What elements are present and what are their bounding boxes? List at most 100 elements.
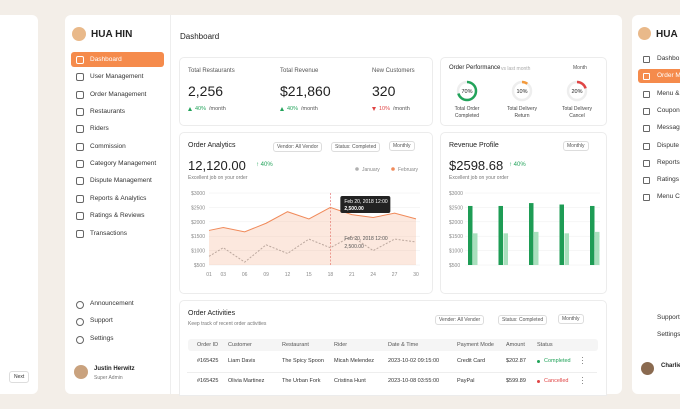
menu-item[interactable]: Announcement	[90, 300, 134, 307]
period-filter[interactable]: Monthly	[558, 314, 584, 324]
menu-item[interactable]: Ratings	[657, 176, 680, 184]
bar	[498, 205, 503, 265]
menu-item[interactable]: Reports	[657, 158, 680, 166]
menu-item[interactable]: User Management	[90, 73, 144, 81]
change-value: 40%	[260, 162, 273, 168]
column-header: Rider	[334, 342, 348, 348]
menu-item[interactable]: Commission	[90, 142, 126, 150]
y-tick-label: $2500	[191, 205, 205, 211]
menu-icon	[643, 56, 650, 63]
menu-item[interactable]: Menu C	[657, 193, 680, 201]
column-header: Date & Time	[388, 342, 419, 348]
status-dot	[537, 360, 540, 363]
bar	[473, 233, 478, 265]
line	[208, 235, 417, 263]
gauge-caption: Completed	[455, 113, 479, 119]
column-header: Customer	[228, 342, 252, 348]
page-title: Dashboard	[180, 32, 220, 41]
gauge-arc	[566, 80, 588, 102]
cell: $202.87	[506, 358, 526, 364]
menu-icon	[76, 301, 84, 309]
logo	[72, 27, 86, 41]
stat-arrow	[280, 107, 284, 111]
sidebar-divider	[170, 15, 171, 394]
bar	[503, 233, 508, 265]
x-tick-label: 09	[263, 272, 269, 278]
menu-item[interactable]: Settings	[90, 334, 114, 342]
x-tick-label: 30	[413, 272, 419, 278]
vendor-filter[interactable]: Vender: All Vender	[435, 315, 485, 325]
y-tick-label: $1000	[191, 249, 205, 255]
menu-item[interactable]: Coupon	[657, 106, 680, 114]
legend-dot	[355, 167, 359, 171]
stats-card	[179, 57, 433, 126]
period-filter[interactable]: Monthly	[563, 141, 589, 151]
status: Cancelled	[544, 378, 569, 384]
gauge-label: 20%	[571, 89, 582, 95]
bar	[534, 231, 539, 265]
stat-value: $21,860	[280, 83, 331, 99]
gauge-caption: Total Delivery	[562, 106, 593, 112]
stat-arrow	[372, 107, 376, 111]
bar	[590, 205, 595, 265]
x-tick-label: 18	[328, 272, 334, 278]
menu-icon	[643, 142, 650, 150]
menu-item[interactable]: Ratings & Reviews	[90, 212, 145, 220]
menu-item[interactable]: Messag	[657, 124, 680, 132]
menu-item[interactable]: Dashbo	[657, 55, 680, 62]
tooltip-date: Feb 20, 2018 12:00	[344, 199, 388, 205]
order-performance-card: Order Performance vs last month Month	[440, 57, 607, 126]
bar	[559, 204, 564, 265]
card-title: Order Analytics	[188, 142, 236, 149]
y-tick-label: $3000	[191, 191, 205, 197]
menu-item[interactable]: Support	[657, 314, 680, 321]
menu-icon	[76, 160, 84, 169]
menu-item[interactable]: Riders	[90, 125, 109, 133]
bar	[564, 233, 569, 265]
tooltip-value: 2,500.00	[344, 206, 364, 212]
menu-item[interactable]: Menu &	[657, 89, 680, 97]
cell: Olivia Martinez	[228, 378, 265, 384]
next-button[interactable]: Next	[9, 371, 30, 383]
menu-icon	[76, 56, 84, 64]
menu-icon	[643, 177, 650, 185]
status-filter[interactable]: Status: Completed	[498, 315, 548, 325]
gauge-caption: Return	[514, 113, 529, 119]
user-name: Charlie	[661, 363, 680, 369]
column-header: Order ID	[197, 342, 219, 348]
stat-label: Total Restaurants	[188, 68, 235, 74]
menu-item[interactable]: Settings	[657, 331, 680, 338]
stat-label: New Customers	[372, 68, 415, 74]
menu-item[interactable]: Dispute Management	[90, 177, 152, 185]
menu-item[interactable]: Dashboard	[90, 56, 122, 63]
kebab-dot	[582, 360, 584, 362]
menu-item[interactable]: Order Management	[90, 90, 147, 98]
y-tick-label: $500	[194, 263, 205, 269]
menu-item[interactable]: Order M	[657, 72, 680, 80]
gauge-label: 10%	[516, 89, 527, 95]
menu-item[interactable]: Reports & Analytics	[90, 194, 147, 202]
period-filter[interactable]: Monthly	[389, 141, 415, 151]
left-panel: Next	[0, 15, 38, 394]
kebab-dot	[582, 357, 584, 359]
y-tick-label: $2000	[191, 220, 205, 226]
menu-item[interactable]: Transactions	[90, 229, 127, 237]
note: Excellent job on your order	[188, 175, 248, 181]
kebab-dot	[582, 380, 584, 382]
order-analytics-card: Order Analytics Vendor: All Vendor Statu…	[179, 132, 433, 294]
filter[interactable]: Month	[573, 65, 587, 71]
revenue-profile-card: Revenue Profile Monthly $2598.68 ↑ 40% E…	[440, 132, 607, 294]
menu-item[interactable]: Restaurants	[90, 108, 126, 116]
menu-item[interactable]: Category Management	[90, 160, 157, 168]
vendor-filter[interactable]: Vendor: All Vendor	[273, 142, 323, 152]
stat-period: /month	[393, 106, 410, 112]
menu-item[interactable]: Dispute	[657, 141, 680, 149]
column-header: Status	[537, 342, 553, 348]
menu-icon	[76, 229, 84, 238]
active-bg	[71, 52, 164, 67]
gauge-caption: Total Order	[455, 106, 480, 112]
menu-item[interactable]: Support	[90, 317, 113, 325]
status-filter[interactable]: Status: Completed	[331, 142, 381, 152]
cell: Liam Davis	[228, 358, 256, 364]
